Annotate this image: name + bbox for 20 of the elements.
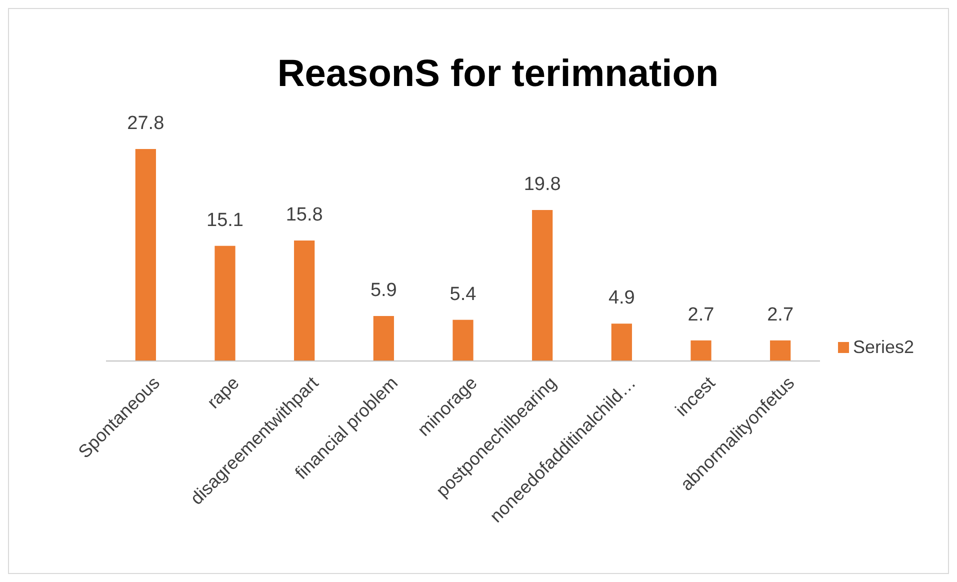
bar	[611, 324, 632, 361]
data-label: 2.7	[767, 304, 794, 326]
data-label: 19.8	[524, 174, 561, 196]
data-label: 27.8	[127, 113, 164, 134]
bar	[452, 320, 474, 361]
bar	[294, 240, 315, 361]
bar	[135, 149, 156, 361]
legend-label: Series2	[853, 336, 914, 357]
data-label: 5.4	[450, 284, 477, 305]
bar	[532, 210, 553, 361]
data-label: 15.8	[286, 204, 323, 226]
data-label: 15.1	[206, 210, 244, 231]
bar	[373, 316, 394, 361]
bar	[770, 340, 791, 361]
data-label: 4.9	[608, 288, 635, 309]
bar	[690, 340, 712, 361]
chart-title: ReasonS for terimnation	[277, 53, 719, 95]
data-label: 2.7	[688, 304, 714, 326]
bar	[214, 246, 236, 361]
data-label: 5.9	[370, 280, 397, 302]
